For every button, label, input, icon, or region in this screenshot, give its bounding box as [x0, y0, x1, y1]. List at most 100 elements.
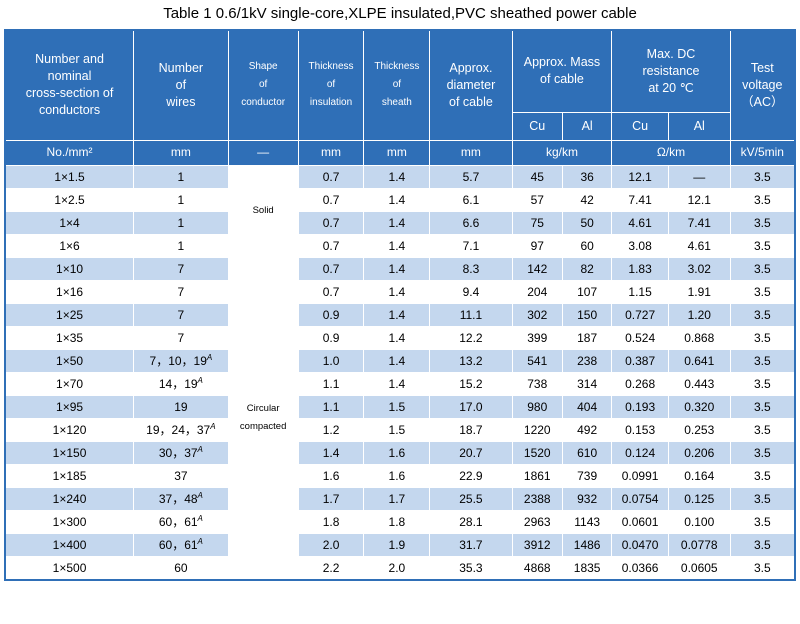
cell-voltage: 3.5	[729, 210, 796, 235]
table-row: 1×1.5 1 Solid 0.7 1.4 5.7 45 36 12.1—3.5	[4, 164, 796, 258]
cell-mass-al: 739	[561, 463, 613, 488]
cell-diameter: 35.3	[429, 555, 513, 580]
cell-wires: 19	[133, 394, 229, 419]
cell-diameter: 5.7	[429, 164, 513, 189]
cell-resistance-cu: 1.15	[611, 279, 669, 304]
wires-value: 37	[174, 468, 188, 483]
cell-size: 1×10	[4, 256, 135, 281]
cell-mass-al: 36	[561, 164, 613, 189]
cell-mass-al: 82	[561, 256, 613, 281]
cell-insulation: 0.7	[297, 233, 365, 258]
cell-wires: 30，37A	[133, 440, 229, 465]
cell-size: 1×25	[4, 302, 135, 327]
wires-value: 1	[177, 215, 185, 230]
header-line: nominal	[47, 69, 92, 84]
cell-sheath: 1.4	[363, 164, 431, 189]
unit-conductor: No./mm²	[4, 139, 135, 166]
header-line: of cable	[540, 72, 584, 87]
cell-mass-al: 42	[561, 187, 613, 212]
header-line: of	[175, 77, 187, 92]
cell-size: 1×1.5	[4, 164, 135, 189]
header-mass: Approx. Mass of cable	[511, 29, 613, 113]
cell-insulation: 1.1	[297, 371, 365, 396]
header-line: conductor	[241, 97, 286, 109]
cell-diameter: 15.2	[429, 371, 513, 396]
wires-value: 1	[177, 169, 185, 184]
cell-size: 1×4	[4, 210, 135, 235]
cell-sheath: 1.4	[363, 233, 431, 258]
wires-value: 7	[177, 261, 185, 276]
cell-wires: 1	[133, 233, 229, 258]
cell-insulation: 1.1	[297, 394, 365, 419]
cell-resistance-al: 1.91	[667, 279, 731, 304]
cell-mass-cu: 4868	[511, 555, 563, 580]
cell-size: 1×400	[4, 532, 135, 557]
cell-voltage: 3.5	[729, 279, 796, 304]
cell-size: 1×70	[4, 371, 135, 396]
cell-resistance-al: 3.02	[667, 256, 731, 281]
unit-wires: mm	[133, 139, 229, 166]
cell-resistance-cu: 0.268	[611, 371, 669, 396]
cell-shape-circular: Circular compacted	[227, 256, 299, 580]
cell-resistance-cu: 0.193	[611, 394, 669, 419]
cell-sheath: 1.4	[363, 302, 431, 327]
cell-sheath: 1.4	[363, 210, 431, 235]
cell-resistance-cu: 3.08	[611, 233, 669, 258]
cell-voltage: 3.5	[729, 394, 796, 419]
header-line: Number and	[35, 52, 104, 67]
wires-footnote-mark: A	[197, 491, 203, 500]
cell-insulation: 0.7	[297, 187, 365, 212]
cell-insulation: 1.2	[297, 417, 365, 442]
cell-mass-al: 932	[561, 486, 613, 511]
table-container: Number and nominal cross-section of cond…	[4, 29, 796, 581]
cell-wires: 60	[133, 555, 229, 580]
cell-sheath: 2.0	[363, 555, 431, 580]
cell-voltage: 3.5	[729, 417, 796, 442]
wires-value: 7	[177, 330, 185, 345]
header-line: of	[258, 79, 268, 91]
cell-voltage: 3.5	[729, 509, 796, 534]
cell-resistance-al: 12.1	[667, 187, 731, 212]
cell-wires: 14，19A	[133, 371, 229, 396]
wires-value: 30，37	[158, 446, 198, 460]
cell-resistance-al: 1.20	[667, 302, 731, 327]
cell-resistance-al: 0.100	[667, 509, 731, 534]
cell-mass-cu: 2963	[511, 509, 563, 534]
header-sheath-thickness: Thickness of sheath	[363, 29, 431, 141]
cell-voltage: 3.5	[729, 325, 796, 350]
cell-insulation: 2.2	[297, 555, 365, 580]
cell-wires: 7	[133, 256, 229, 281]
unit-mass: kg/km	[511, 139, 613, 166]
table-row: 1×150 30，37A 1.4 1.6 20.7 1520 610 0.124 0.206 3.…	[4, 440, 796, 465]
header-line: voltage	[742, 77, 783, 92]
wires-value: 7	[177, 284, 185, 299]
cell-shape-solid: Solid	[227, 164, 299, 258]
wires-footnote-mark: A	[197, 537, 203, 546]
cell-wires: 60，61A	[133, 509, 229, 534]
cell-resistance-al: 7.41	[667, 210, 731, 235]
cell-resistance-cu: 0.0470	[611, 532, 669, 557]
cell-sheath: 1.4	[363, 348, 431, 373]
cell-mass-al: 50	[561, 210, 613, 235]
cell-size: 1×500	[4, 555, 135, 580]
cell-resistance-cu: 0.524	[611, 325, 669, 350]
cell-wires: 7	[133, 279, 229, 304]
cell-mass-cu: 541	[511, 348, 563, 373]
cell-size: 1×185	[4, 463, 135, 488]
cell-voltage: 3.5	[729, 302, 796, 327]
cell-wires: 1	[133, 164, 229, 189]
unit-voltage: kV/5min	[729, 139, 796, 166]
header-line: sheath	[381, 97, 412, 109]
cell-mass-cu: 97	[511, 233, 563, 258]
wires-footnote-mark: A	[197, 514, 203, 523]
cell-wires: 37	[133, 463, 229, 488]
table-row: 1×185 37 1.6 1.6 22.9 1861 739 0.0991 0.164 3.5	[4, 463, 796, 488]
header-resistance-cu: Cu	[611, 111, 669, 141]
cell-resistance-al: 0.443	[667, 371, 731, 396]
cell-resistance-al: —	[667, 164, 731, 189]
header-line: at 20 ℃	[648, 80, 694, 95]
table-row: 1×4 1 0.7 1.4 6.6 75 50 4.61 7.41 3.5	[4, 210, 796, 235]
unit-sheath: mm	[363, 139, 431, 166]
table-row: 1×6 1 0.7 1.4 7.1 97 60 3.08 4.61 3.5	[4, 233, 796, 258]
cell-voltage: 3.5	[729, 555, 796, 580]
